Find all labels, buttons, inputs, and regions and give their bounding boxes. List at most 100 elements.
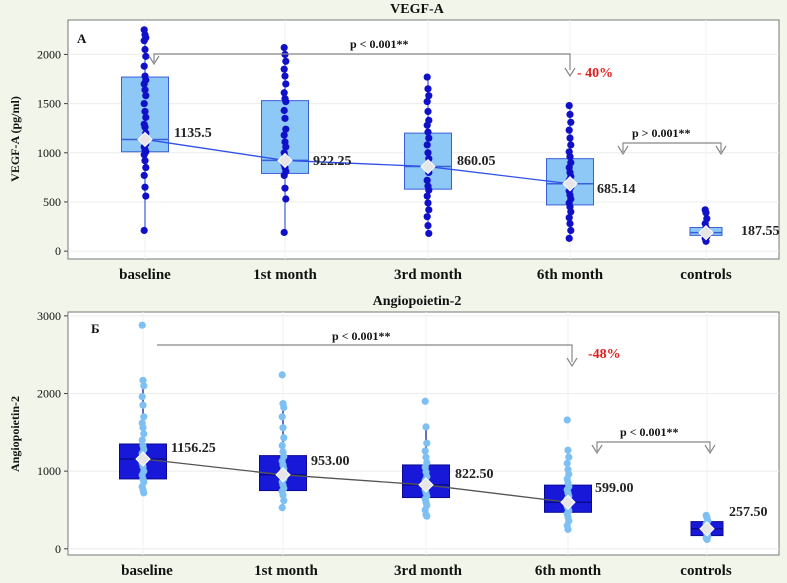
data-point [281, 72, 289, 80]
x-tick-label: controls [680, 267, 732, 283]
data-point [140, 413, 148, 421]
y-axis: 0 500 1000 1500 2000 [37, 47, 68, 258]
data-point [425, 186, 433, 194]
data-point [425, 229, 433, 238]
y-tick-label: 3000 [37, 309, 61, 323]
mean-marker [137, 131, 153, 148]
data-point [142, 192, 150, 200]
data-point [702, 237, 710, 245]
x-tick-label: 1st month [253, 267, 317, 283]
data-point [139, 401, 147, 409]
data-point [425, 206, 433, 214]
x-tick-label: 6th month [535, 563, 602, 578]
angiopoietin-2-panel: Angiopoietin-2 Б Angiopoietin-2 baseline… [8, 294, 780, 579]
chart-title: VEGF-A [390, 2, 445, 17]
data-point [280, 434, 288, 442]
panel-label: Б [91, 321, 100, 336]
y-axis: 0 1000 2000 3000 [37, 309, 68, 556]
data-point [280, 497, 288, 505]
y-axis-label: Angiopoietin-2 [8, 396, 22, 472]
data-point [423, 192, 431, 200]
data-point [142, 92, 150, 100]
data-point [424, 85, 432, 93]
data-point [279, 491, 287, 499]
median-label: 860.05 [457, 154, 496, 169]
data-point [141, 157, 149, 165]
median-label: 599.00 [595, 481, 634, 496]
box-series [121, 26, 723, 245]
chart-title: Angiopoietin-2 [373, 294, 462, 309]
y-tick-label: 1500 [37, 97, 61, 111]
data-point [280, 228, 288, 237]
data-point [141, 45, 149, 54]
data-point [424, 107, 432, 116]
data-point [566, 153, 574, 161]
data-point [424, 199, 432, 207]
data-point [423, 512, 431, 520]
data-point [566, 219, 574, 228]
data-point [565, 214, 573, 222]
data-point [280, 403, 288, 412]
vegf-a-panel: VEGF-A A VEGF-A (pg/ml) baseline 1st mon… [8, 2, 780, 283]
data-point [565, 126, 573, 134]
data-point [702, 209, 710, 217]
x-tick-label: baseline [119, 267, 171, 283]
data-point [280, 65, 288, 73]
data-point [281, 184, 289, 192]
data-point [281, 114, 289, 122]
data-point [139, 424, 147, 432]
data-point [566, 134, 574, 142]
data-point [563, 416, 571, 424]
data-point [564, 525, 572, 533]
data-point [280, 89, 288, 97]
y-tick-label: 500 [43, 195, 61, 209]
data-point [140, 489, 148, 497]
mean-marker [277, 152, 293, 169]
data-point [703, 535, 711, 544]
mean-marker [420, 158, 436, 175]
x-tick-label: 3rd month [394, 563, 463, 578]
data-point [422, 423, 430, 431]
data-point [141, 123, 149, 131]
mean-marker [418, 477, 434, 493]
data-point [140, 226, 148, 235]
data-point [278, 441, 286, 450]
data-point [140, 382, 148, 390]
significance-bracket [148, 53, 727, 156]
data-point [565, 453, 573, 461]
data-point [282, 57, 290, 65]
data-point [140, 37, 148, 45]
y-axis-label: VEGF-A (pg/ml) [8, 96, 22, 182]
box-series [119, 321, 724, 544]
data-point [278, 413, 286, 421]
data-point [141, 107, 149, 116]
data-point [280, 171, 288, 179]
data-point [282, 195, 290, 203]
data-point [140, 100, 148, 108]
data-point [142, 163, 150, 172]
y-tick-label: 0 [55, 244, 61, 258]
percent-change-label: -48% [588, 347, 621, 362]
data-point [142, 52, 150, 60]
data-point [280, 131, 288, 139]
data-point [278, 371, 286, 379]
data-point [282, 80, 290, 88]
data-point [421, 447, 429, 455]
median-label: 257.50 [729, 505, 768, 520]
data-point [138, 436, 146, 444]
mean-marker [275, 467, 291, 483]
median-trend-line [142, 458, 569, 503]
x-tick-label: baseline [121, 563, 173, 578]
data-point [142, 113, 150, 121]
median-label: 953.00 [311, 454, 350, 469]
data-point [566, 110, 574, 119]
data-point [138, 321, 146, 329]
p-value-label: p < 0.001** [350, 37, 409, 51]
data-point [424, 149, 432, 157]
y-tick-label: 2000 [37, 387, 61, 401]
data-point [278, 504, 286, 512]
data-point [425, 134, 433, 142]
data-point [567, 208, 575, 216]
y-tick-label: 0 [55, 542, 61, 556]
